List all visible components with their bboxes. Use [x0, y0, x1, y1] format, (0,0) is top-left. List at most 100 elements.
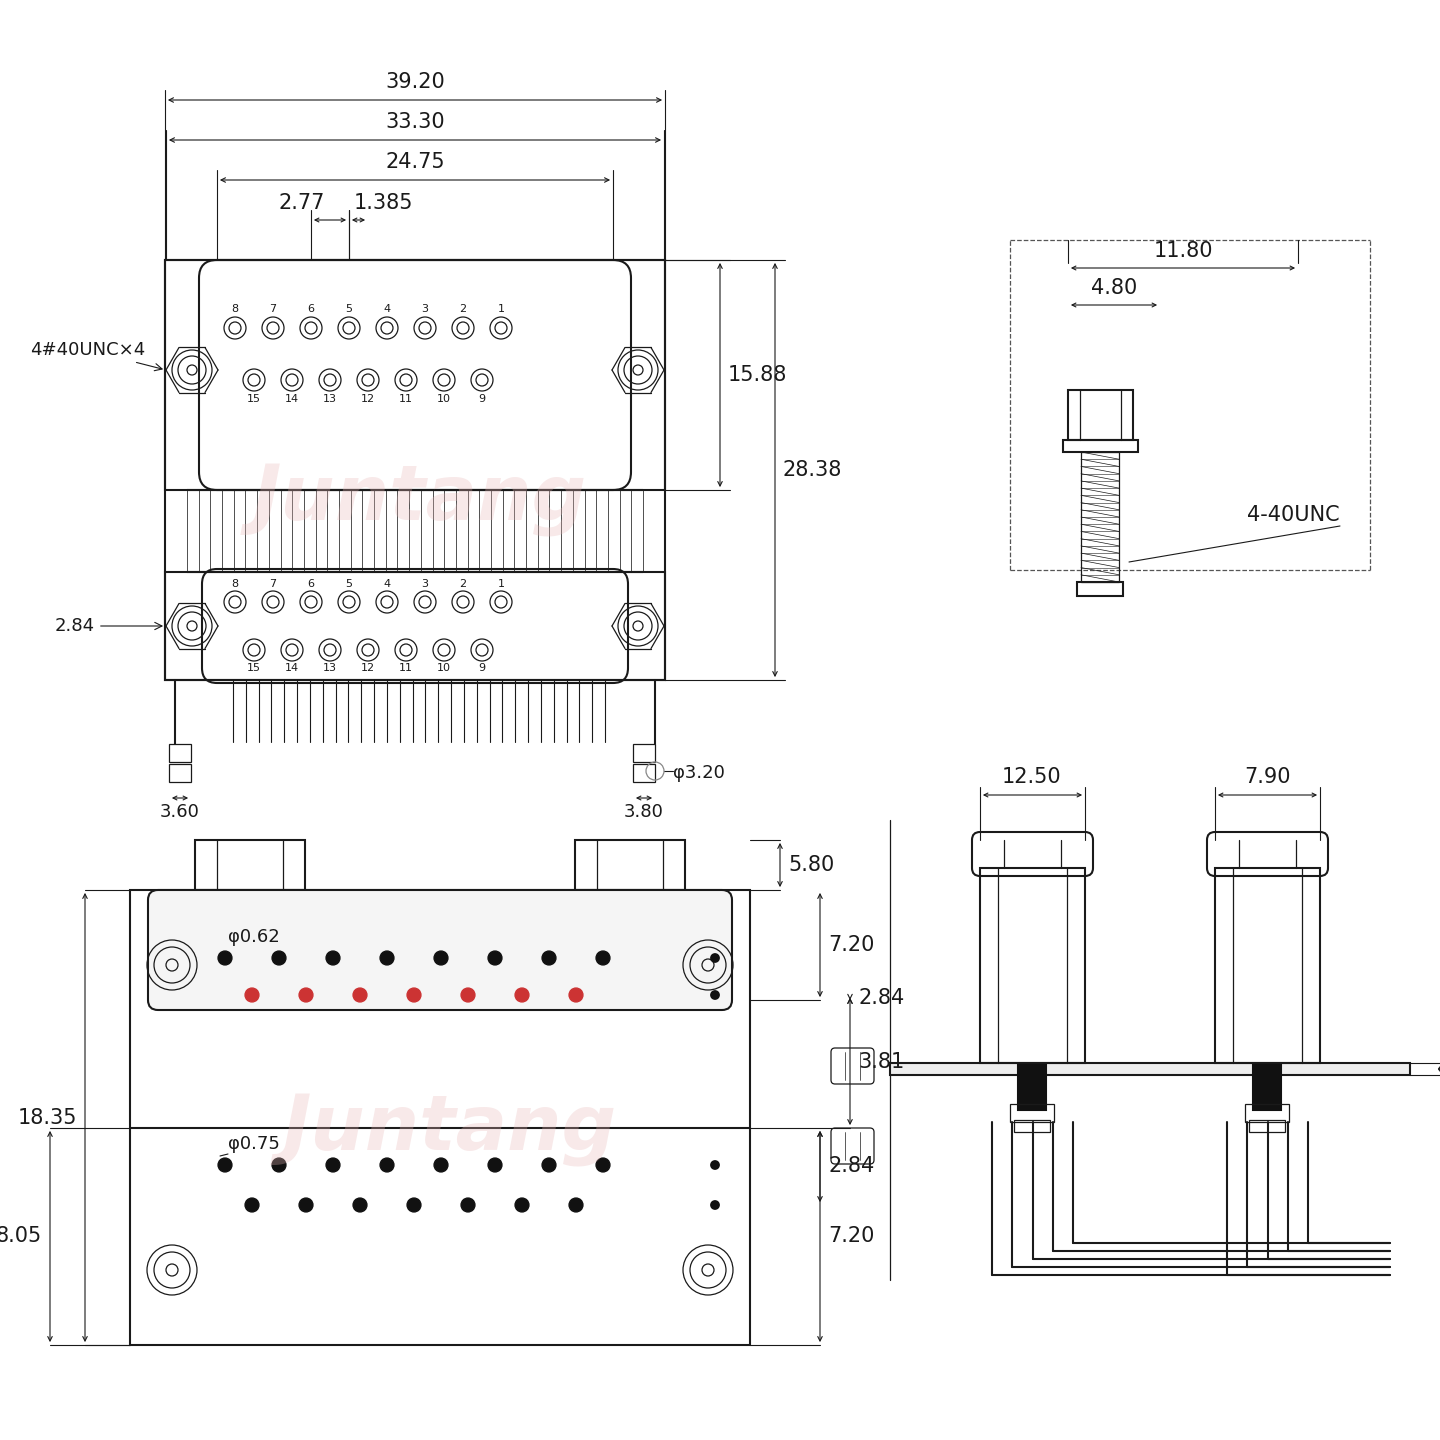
Text: 2: 2 [459, 304, 467, 314]
Circle shape [380, 950, 395, 965]
Text: 11: 11 [399, 395, 413, 405]
Text: 4: 4 [383, 304, 390, 314]
Text: 15: 15 [248, 395, 261, 405]
Text: 18.35: 18.35 [17, 1107, 76, 1128]
Circle shape [433, 1158, 448, 1172]
Text: 15: 15 [248, 662, 261, 672]
Text: 1: 1 [497, 304, 504, 314]
Text: 3: 3 [422, 579, 429, 589]
Bar [1063, 441, 1138, 452]
Text: 3.81: 3.81 [858, 1051, 904, 1071]
Text: 4: 4 [383, 579, 390, 589]
Text: 3.80: 3.80 [624, 804, 664, 821]
Text: 8: 8 [232, 579, 239, 589]
Circle shape [245, 988, 259, 1002]
Circle shape [569, 1198, 583, 1212]
Text: 14: 14 [285, 662, 300, 672]
Text: φ3.20: φ3.20 [672, 765, 724, 782]
Bar [634, 744, 655, 762]
Text: 6: 6 [308, 579, 314, 589]
Text: φ0.75: φ0.75 [228, 1135, 279, 1153]
Text: 9: 9 [478, 662, 485, 672]
Text: Juntang: Juntang [253, 464, 588, 537]
Circle shape [245, 1198, 259, 1212]
Text: 1.385: 1.385 [354, 193, 413, 213]
Bar [1081, 452, 1119, 582]
Bar [1215, 868, 1320, 1063]
Text: 8: 8 [232, 304, 239, 314]
Text: 10: 10 [436, 395, 451, 405]
Circle shape [217, 1158, 232, 1172]
Text: 5: 5 [346, 304, 353, 314]
Bar [890, 1063, 1410, 1076]
Bar [575, 840, 685, 890]
Text: 4.80: 4.80 [1092, 278, 1138, 298]
Text: 15.88: 15.88 [729, 364, 788, 384]
Text: 4#40UNC×4: 4#40UNC×4 [30, 341, 163, 370]
Text: 7: 7 [269, 304, 276, 314]
Circle shape [325, 950, 340, 965]
Text: 2.84: 2.84 [828, 1156, 874, 1176]
Text: 7.20: 7.20 [828, 935, 874, 955]
Bar [1246, 1104, 1289, 1122]
Circle shape [461, 988, 475, 1002]
Text: 6: 6 [308, 304, 314, 314]
Circle shape [516, 1198, 528, 1212]
Bar [634, 765, 655, 782]
Text: 4-40UNC: 4-40UNC [1247, 505, 1341, 526]
Text: 11: 11 [399, 662, 413, 672]
Text: 2.77: 2.77 [278, 193, 325, 213]
FancyBboxPatch shape [148, 890, 732, 1009]
Circle shape [516, 988, 528, 1002]
Text: 39.20: 39.20 [384, 72, 445, 92]
Text: 33.30: 33.30 [384, 112, 445, 132]
Circle shape [300, 988, 312, 1002]
Circle shape [488, 950, 503, 965]
Text: 9: 9 [478, 395, 485, 405]
Circle shape [541, 950, 556, 965]
Bar [168, 765, 192, 782]
Circle shape [596, 950, 611, 965]
Text: 13: 13 [323, 662, 337, 672]
Circle shape [353, 988, 367, 1002]
Circle shape [300, 1198, 312, 1212]
Circle shape [217, 950, 232, 965]
Text: 12: 12 [361, 395, 374, 405]
Text: 10: 10 [436, 662, 451, 672]
Text: 28.38: 28.38 [783, 459, 842, 480]
Circle shape [325, 1158, 340, 1172]
Circle shape [408, 988, 420, 1002]
Bar [1077, 582, 1123, 596]
Circle shape [433, 950, 448, 965]
Circle shape [272, 950, 287, 965]
Text: 8.05: 8.05 [0, 1227, 42, 1247]
Circle shape [461, 1198, 475, 1212]
Circle shape [569, 988, 583, 1002]
Text: 5.80: 5.80 [788, 855, 834, 876]
Text: 13: 13 [323, 395, 337, 405]
Circle shape [380, 1158, 395, 1172]
Bar [1009, 1104, 1054, 1122]
Circle shape [596, 1158, 611, 1172]
Text: 11.80: 11.80 [1153, 240, 1212, 261]
Text: 12: 12 [361, 662, 374, 672]
Circle shape [710, 1200, 720, 1210]
Bar [168, 744, 192, 762]
Text: 1: 1 [497, 579, 504, 589]
Bar [1014, 1120, 1050, 1132]
Circle shape [408, 1198, 420, 1212]
Text: 2.84: 2.84 [858, 988, 904, 1008]
Circle shape [710, 1161, 720, 1169]
Text: 2: 2 [459, 579, 467, 589]
Circle shape [353, 1198, 367, 1212]
Text: 7: 7 [269, 579, 276, 589]
Circle shape [710, 991, 720, 999]
Text: 2.84: 2.84 [55, 616, 161, 635]
Text: 24.75: 24.75 [384, 153, 445, 171]
Text: 7.20: 7.20 [828, 1227, 874, 1247]
Bar [1068, 390, 1133, 441]
Text: 12.50: 12.50 [1002, 768, 1061, 788]
Circle shape [541, 1158, 556, 1172]
Text: 5: 5 [346, 579, 353, 589]
Text: 14: 14 [285, 395, 300, 405]
